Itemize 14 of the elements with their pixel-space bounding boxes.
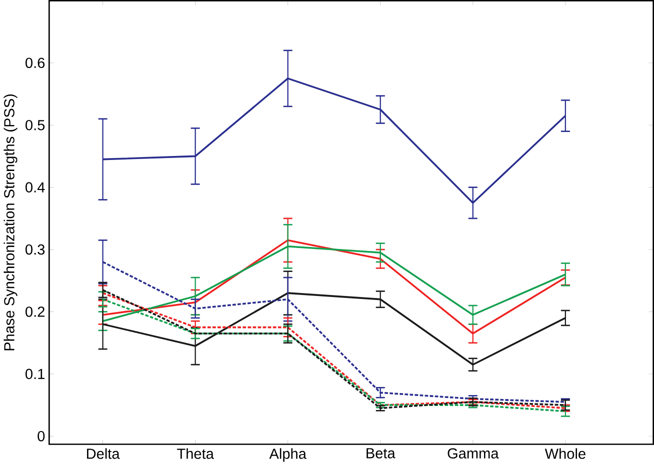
y-tick-label: 0.3: [26, 244, 45, 255]
y-tick-label: 0.2: [26, 306, 44, 318]
x-tick-label: Whole: [544, 448, 586, 460]
x-tick-label: Beta: [366, 448, 396, 459]
x-tick-label: Delta: [87, 448, 120, 460]
x-tick-label: Theta: [177, 448, 214, 460]
y-axis-title: Phase Synchronization Strengths (PSS): [4, 94, 18, 350]
y-tick-label: 0.5: [26, 120, 45, 130]
x-tick-label: Alpha: [269, 448, 306, 462]
y-tick-label: 0: [38, 431, 45, 442]
y-tick-label: 0.1: [26, 369, 44, 380]
x-tick-label: Gamma: [448, 448, 499, 459]
y-tick-label: 0.4: [26, 182, 45, 193]
y-tick-label: 0.6: [26, 58, 45, 68]
